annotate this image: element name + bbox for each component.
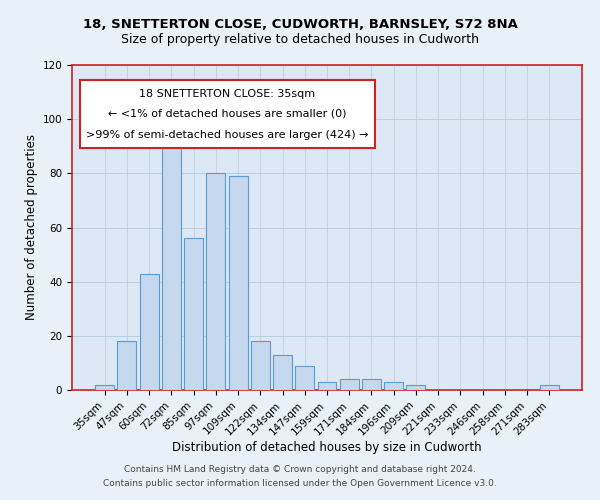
Bar — [317, 382, 337, 390]
Text: Contains HM Land Registry data © Crown copyright and database right 2024.
Contai: Contains HM Land Registry data © Crown c… — [103, 466, 497, 487]
Text: 18, SNETTERTON CLOSE, CUDWORTH, BARNSLEY, S72 8NA: 18, SNETTERTON CLOSE, CUDWORTH, BARNSLEY… — [83, 18, 517, 30]
Bar — [384, 382, 403, 390]
Bar — [206, 174, 225, 390]
Bar — [118, 341, 136, 390]
Bar — [229, 176, 248, 390]
Bar — [340, 379, 359, 390]
FancyBboxPatch shape — [80, 80, 376, 148]
Text: ← <1% of detached houses are smaller (0): ← <1% of detached houses are smaller (0) — [108, 109, 347, 118]
Bar — [295, 366, 314, 390]
X-axis label: Distribution of detached houses by size in Cudworth: Distribution of detached houses by size … — [172, 440, 482, 454]
Y-axis label: Number of detached properties: Number of detached properties — [25, 134, 38, 320]
Bar — [406, 384, 425, 390]
Text: Size of property relative to detached houses in Cudworth: Size of property relative to detached ho… — [121, 32, 479, 46]
Text: >99% of semi-detached houses are larger (424) →: >99% of semi-detached houses are larger … — [86, 130, 369, 140]
Bar — [251, 341, 270, 390]
Bar — [140, 274, 158, 390]
Bar — [184, 238, 203, 390]
Bar — [540, 384, 559, 390]
Bar — [95, 384, 114, 390]
Text: 18 SNETTERTON CLOSE: 35sqm: 18 SNETTERTON CLOSE: 35sqm — [139, 89, 316, 99]
Bar — [273, 355, 292, 390]
Bar — [362, 379, 381, 390]
Bar — [162, 138, 181, 390]
